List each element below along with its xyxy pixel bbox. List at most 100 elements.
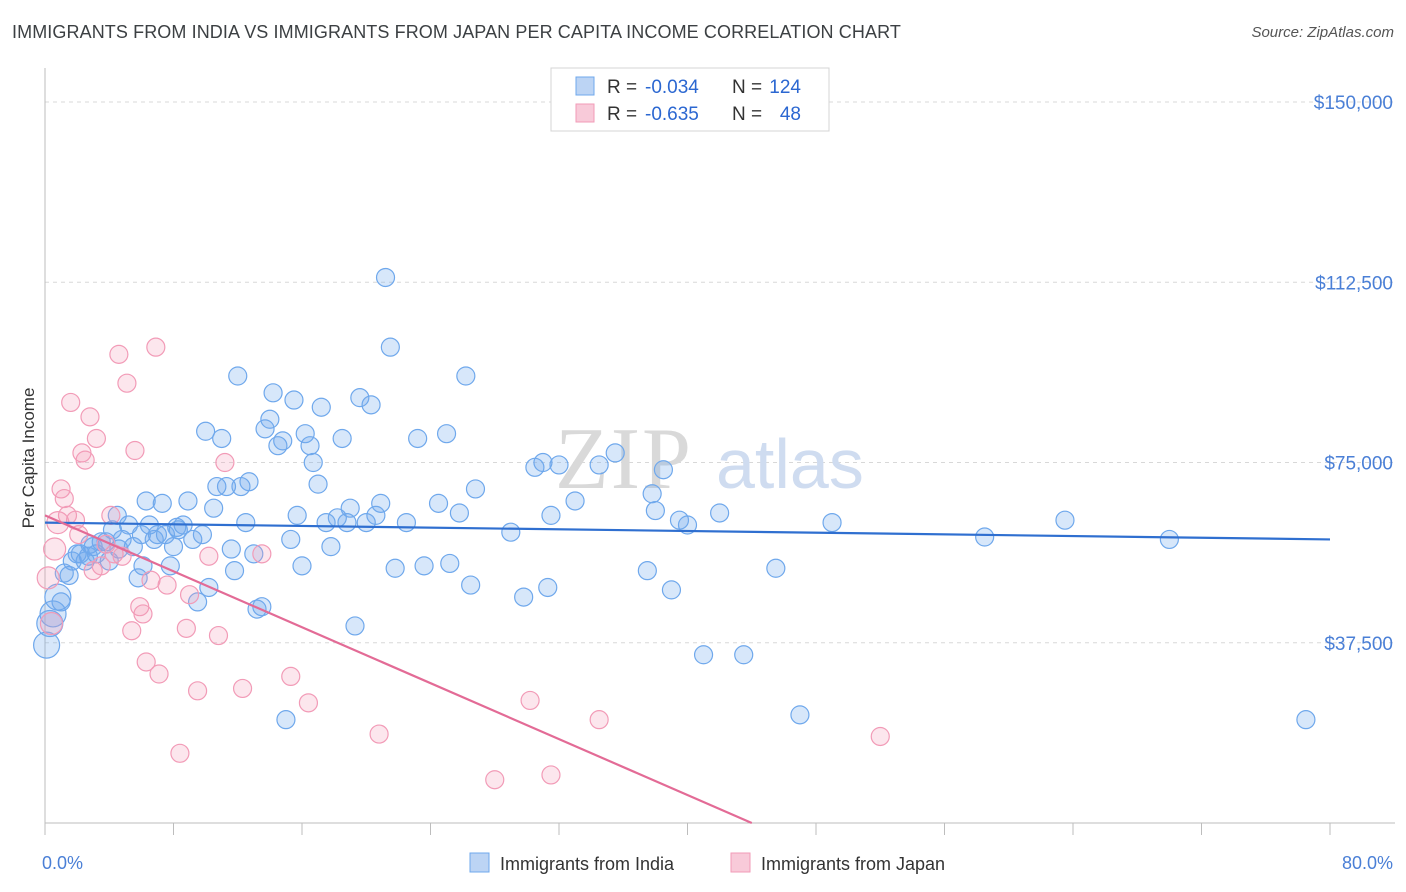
japan-point <box>75 450 95 470</box>
y-tick-label-0: $37,500 <box>1324 634 1393 655</box>
legend-japan-swatch <box>575 103 595 123</box>
japan-point <box>141 570 161 590</box>
japan-point <box>520 690 540 711</box>
axes <box>44 68 1395 835</box>
india-point <box>224 561 245 581</box>
india-point <box>565 491 585 511</box>
india-point <box>501 522 521 542</box>
india-point <box>340 498 360 518</box>
india-point <box>187 592 208 612</box>
series-japan <box>36 337 890 790</box>
chart-title: IMMIGRANTS FROM INDIA VS IMMIGRANTS FROM… <box>12 22 901 42</box>
india-point <box>637 561 657 581</box>
india-point <box>661 580 682 600</box>
india-point <box>642 484 662 504</box>
india-point <box>1055 510 1075 530</box>
india-point <box>589 455 609 475</box>
japan-point <box>149 664 169 684</box>
india-point <box>677 515 698 535</box>
japan-point <box>61 392 81 413</box>
legend: R = -0.034 N = 124 R = -0.635 N = 48 <box>550 67 830 132</box>
y-tick-label-3: $150,000 <box>1314 93 1393 114</box>
india-point <box>33 631 61 659</box>
india-point <box>163 537 184 557</box>
india-point <box>136 491 156 511</box>
japan-point <box>117 373 137 393</box>
x-tick-label-0: 0.0% <box>42 853 83 873</box>
legend-india-n-label: N = <box>732 77 762 98</box>
japan-point <box>179 585 200 605</box>
india-point <box>1296 710 1316 730</box>
india-point <box>371 493 391 513</box>
japan-point <box>298 693 319 713</box>
y-axis-label: Per Capita Income <box>19 388 38 529</box>
india-point <box>284 390 304 410</box>
india-point <box>263 383 283 403</box>
india-point <box>51 592 71 612</box>
japan-point <box>122 621 142 641</box>
india-point <box>204 498 224 518</box>
india-point <box>734 645 754 665</box>
japan-point <box>208 625 229 646</box>
chart-source: Source: ZipAtlas.com <box>1251 24 1394 41</box>
series-india <box>33 267 1316 730</box>
japan-point <box>91 556 111 576</box>
japan-point <box>36 566 60 590</box>
india-point <box>428 493 449 513</box>
japan-point <box>215 452 235 473</box>
india-point <box>273 431 293 451</box>
india-point <box>396 512 417 533</box>
india-point <box>549 455 569 475</box>
japan-point <box>589 710 609 730</box>
india-point <box>366 505 386 525</box>
india-point <box>281 529 301 550</box>
india-point <box>345 616 365 636</box>
india-point <box>541 505 561 525</box>
japan-point <box>80 407 100 427</box>
india-point <box>221 539 241 559</box>
japan-point <box>176 618 196 638</box>
india-point <box>350 388 370 408</box>
japan-point <box>252 544 272 564</box>
japan-point <box>170 743 190 763</box>
india-point <box>538 577 558 598</box>
legend-japan-r-label: R = <box>607 104 637 125</box>
india-point <box>514 587 534 607</box>
india-point <box>303 452 323 473</box>
india-point <box>183 529 203 550</box>
india-point <box>385 558 405 578</box>
india-point <box>414 556 434 576</box>
japan-point <box>101 505 121 525</box>
india-point <box>975 527 995 547</box>
legend-japan-n-label: N = <box>732 104 762 125</box>
india-point <box>59 565 79 586</box>
india-point <box>178 491 198 511</box>
japan-point <box>125 440 145 461</box>
legend-box <box>550 67 830 132</box>
watermark-atlas: atlas <box>716 425 864 503</box>
japan-point <box>146 337 166 357</box>
india-point <box>375 267 396 288</box>
india-point <box>693 645 714 665</box>
india-point <box>295 424 315 444</box>
india-point <box>449 503 470 523</box>
india-point <box>321 537 341 557</box>
bottom-legend-india-label: Immigrants from India <box>500 854 675 874</box>
india-point <box>440 553 460 574</box>
legend-india-n-value: 124 <box>769 77 801 98</box>
india-point <box>465 479 486 499</box>
india-point <box>710 503 730 523</box>
legend-india-r-label: R = <box>607 77 637 98</box>
watermark: ZIP atlas <box>555 411 864 508</box>
bottom-legend-japan-swatch <box>730 852 751 873</box>
india-trendline <box>44 521 1331 541</box>
india-point <box>228 366 248 386</box>
tick-labels: $37,500 $75,000 $112,500 $150,000 0.0% 80.0% <box>42 93 1393 873</box>
india-point <box>192 525 213 545</box>
india-point <box>287 505 307 525</box>
india-point <box>39 600 67 628</box>
india-point <box>152 493 172 513</box>
india-point <box>167 517 187 538</box>
legend-india-r-value: -0.034 <box>645 77 699 98</box>
